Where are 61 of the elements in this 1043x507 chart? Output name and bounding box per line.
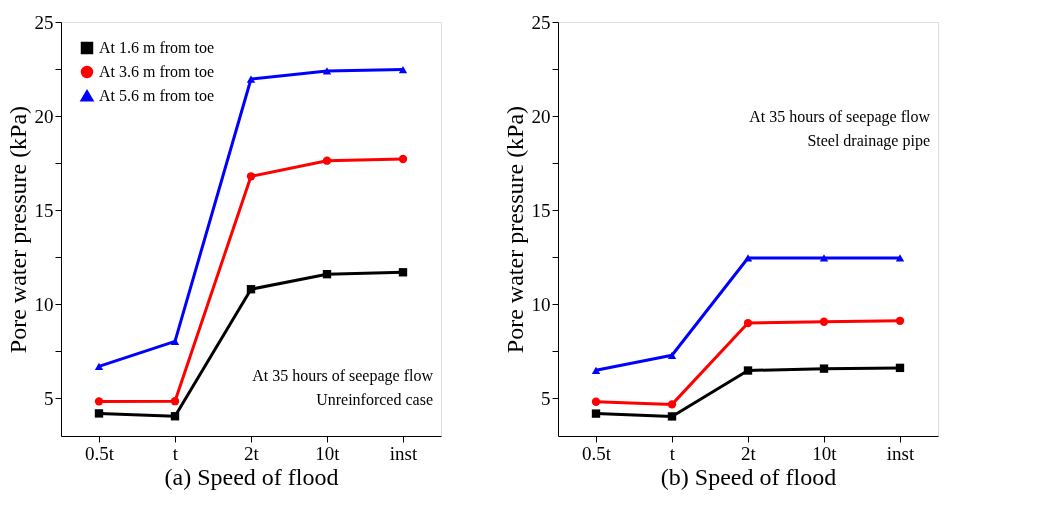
point: [819, 364, 829, 373]
annotation: At 35 hours of seepage flow: [749, 108, 931, 126]
point: [591, 397, 601, 406]
point: [322, 67, 332, 75]
point: [743, 254, 753, 262]
y-tick-label: 25: [34, 11, 54, 33]
point: [246, 75, 256, 83]
x-tick-label: inst: [886, 442, 915, 464]
point: [819, 254, 829, 262]
point: [895, 316, 905, 326]
x-tick-label: 0.5t: [84, 442, 115, 464]
point: [94, 409, 104, 418]
point: [667, 351, 677, 359]
y-tick-label: 5: [541, 387, 551, 409]
x-tick-label: inst: [389, 442, 418, 464]
y-axis-title: Pore water pressure (kPa): [501, 105, 528, 354]
point: [322, 269, 332, 279]
y-axis-title: Pore water pressure (kPa): [4, 105, 31, 354]
point: [94, 397, 104, 406]
point: [895, 254, 905, 262]
x-tick-label: t: [669, 442, 676, 464]
point: [398, 268, 408, 277]
x-tick-label: 2t: [244, 442, 260, 464]
y-tick-label: 20: [34, 105, 54, 127]
x-axis-title: (a) Speed of flood: [164, 463, 339, 490]
y-tick-label: 25: [531, 11, 551, 33]
x-tick-label: 0.5t: [581, 442, 612, 464]
point: [170, 337, 180, 345]
point: [743, 318, 753, 328]
legend-label: At 5.6 m from toe: [99, 87, 215, 104]
point: [591, 366, 601, 374]
point: [743, 366, 753, 375]
point: [246, 172, 256, 181]
x-axis-title: (b) Speed of flood: [660, 463, 837, 490]
point: [895, 363, 905, 373]
point: [819, 317, 829, 326]
annotation: Unreinforced case: [316, 391, 433, 408]
x-tick-label: 10t: [812, 442, 838, 464]
x-tick-label: t: [172, 442, 179, 464]
point: [591, 409, 601, 418]
y-tick-label: 15: [34, 199, 54, 221]
point: [322, 156, 332, 165]
point: [170, 412, 180, 421]
legend-label: At 3.6 m from toe: [99, 63, 215, 80]
legend-label: At 1.6 m from toe: [99, 39, 215, 56]
y-tick-label: 15: [531, 199, 551, 221]
point: [398, 154, 408, 164]
point: [398, 65, 408, 74]
y-tick-label: 5: [44, 387, 54, 409]
y-tick-label: 20: [531, 105, 551, 127]
y-tick-label: 10: [34, 293, 54, 315]
point: [667, 412, 677, 421]
annotation: Steel drainage pipe: [807, 132, 930, 150]
annotation: At 35 hours of seepage flow: [252, 367, 434, 385]
point: [94, 362, 104, 370]
y-tick-label: 10: [531, 293, 551, 315]
x-tick-label: 2t: [741, 442, 757, 464]
x-tick-label: 10t: [315, 442, 341, 464]
point: [170, 397, 180, 406]
point: [667, 400, 677, 409]
point: [246, 285, 256, 294]
